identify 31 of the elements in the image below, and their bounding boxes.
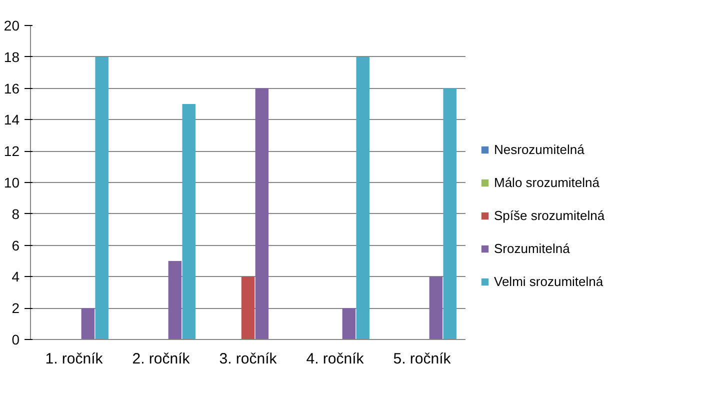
bar (255, 88, 269, 340)
y-tick-label: 6 (12, 237, 20, 254)
bar (81, 308, 95, 340)
y-tick-label: 14 (4, 112, 20, 128)
x-tick-label: 4. ročník (306, 350, 364, 368)
legend-label: Málo srozumitelná (494, 175, 600, 190)
bar (342, 308, 356, 340)
legend-label: Velmi srozumitelná (494, 274, 604, 289)
x-tick-label: 2. ročník (132, 350, 190, 368)
bar (95, 56, 108, 340)
x-tick-label: 3. ročník (219, 350, 278, 368)
bar (182, 104, 196, 340)
bar (168, 261, 182, 340)
y-tick-label: 8 (12, 206, 20, 222)
y-tick-label: 0 (12, 332, 20, 348)
legend-label: Srozumitelná (494, 241, 570, 256)
y-tick-label: 10 (4, 174, 20, 190)
bar (356, 56, 370, 340)
y-tick-label: 4 (12, 268, 20, 285)
y-tick-label: 12 (4, 143, 20, 160)
bar (241, 276, 255, 340)
bar (429, 276, 443, 340)
legend-label: Nesrozumitelná (494, 142, 584, 157)
y-tick-label: 18 (4, 48, 20, 65)
x-tick-label: 5. ročník (393, 350, 452, 368)
y-tick-label: 2 (12, 300, 20, 316)
x-tick-label: 1. ročník (45, 350, 104, 368)
bar (443, 88, 456, 340)
y-tick-label: 16 (4, 80, 20, 96)
legend-label: Spíše srozumitelná (494, 208, 605, 223)
y-tick-label: 20 (4, 18, 20, 34)
